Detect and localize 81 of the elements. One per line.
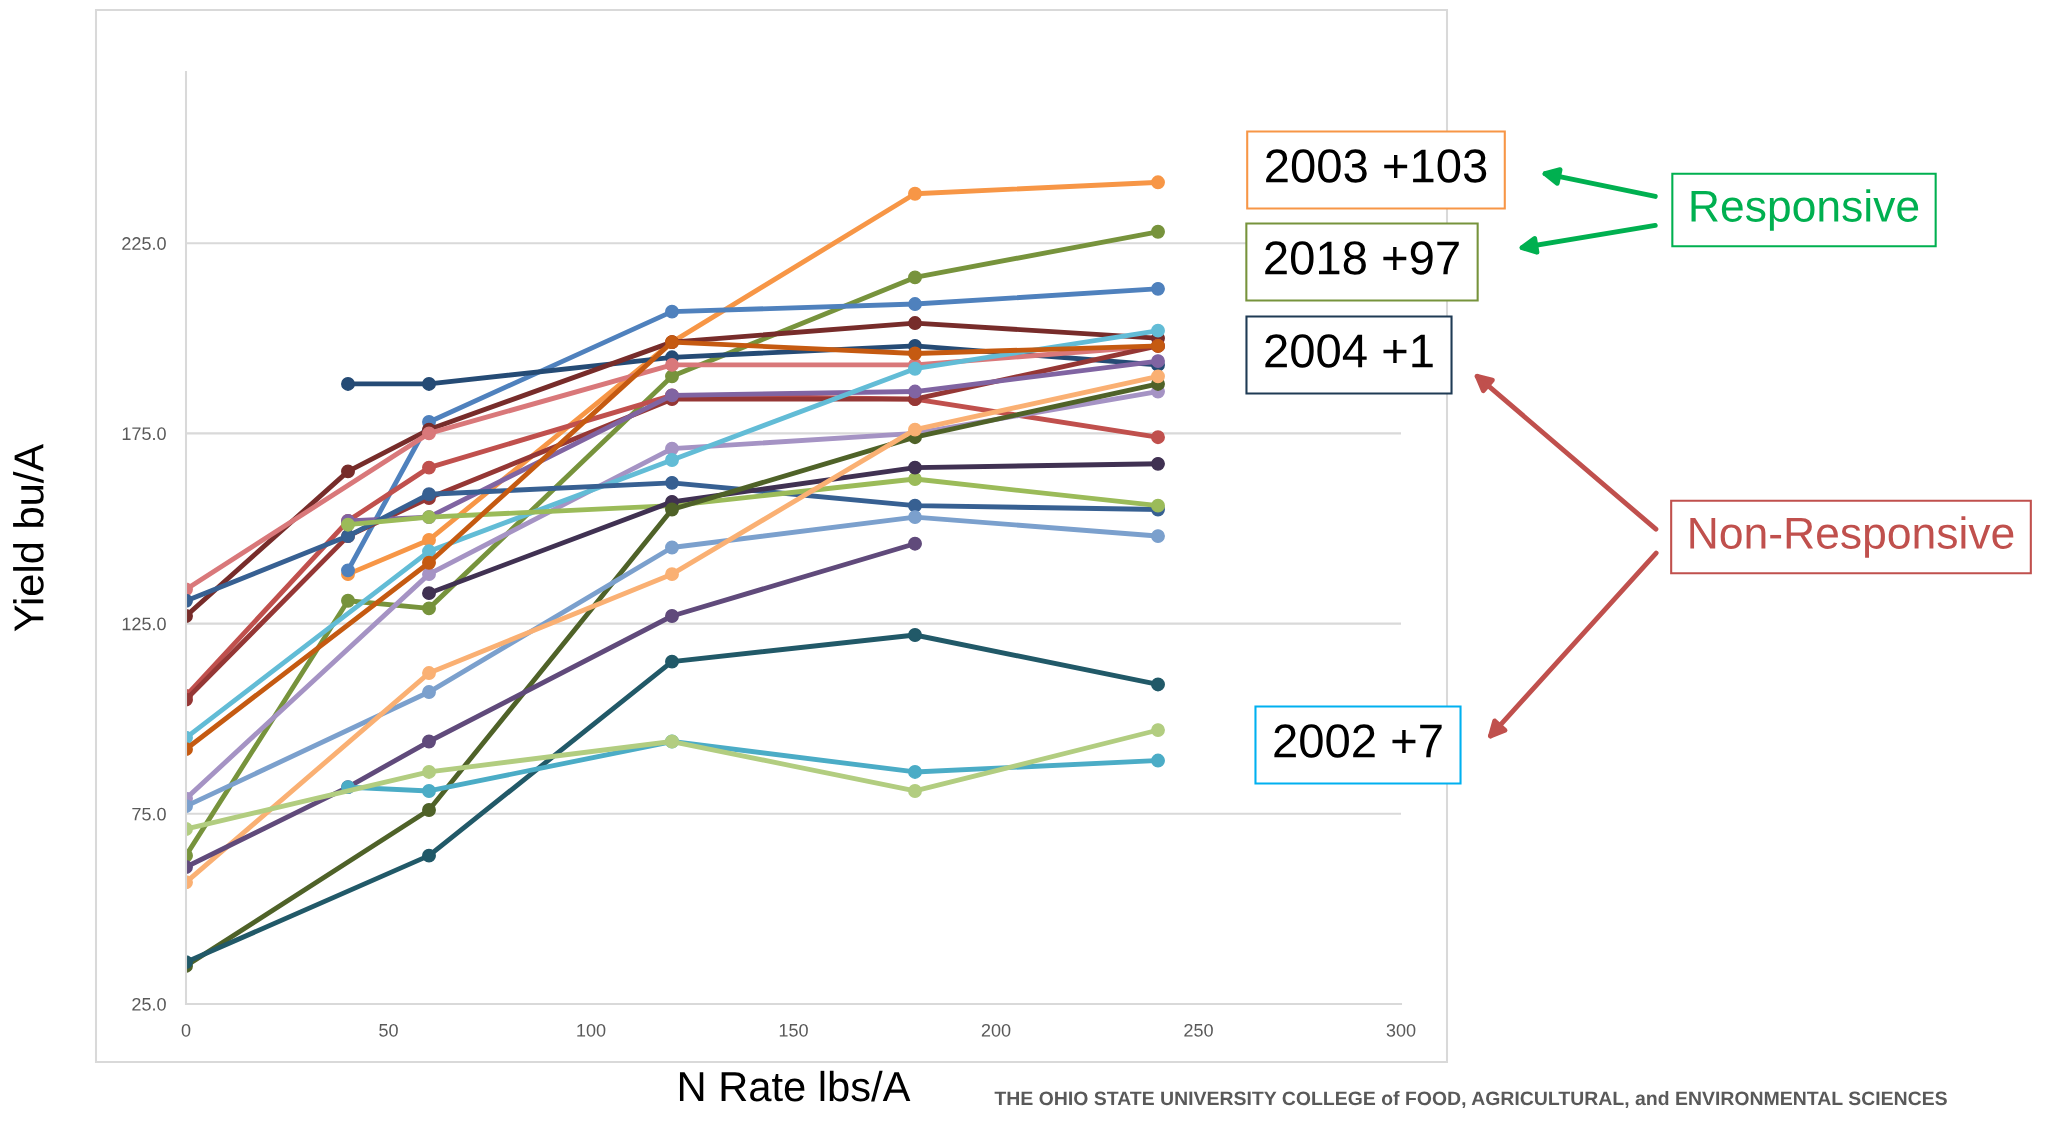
- point: [1151, 175, 1165, 190]
- point: [1151, 677, 1165, 692]
- point: [422, 848, 436, 863]
- point: [422, 601, 436, 616]
- point: [908, 628, 922, 642]
- point: [665, 357, 679, 372]
- x-tick-label: 300: [1386, 1023, 1416, 1037]
- x-tick-label: 0: [181, 1023, 191, 1037]
- point: [1151, 430, 1165, 445]
- annotation: 2018 +97: [1265, 241, 1459, 275]
- point: [1151, 456, 1165, 471]
- point: [908, 346, 922, 361]
- x-tick-label: 100: [577, 1023, 606, 1037]
- point: [908, 472, 922, 486]
- x-axis-title: N Rate lbs/A: [679, 1070, 911, 1102]
- point: [341, 517, 355, 532]
- point: [908, 460, 922, 475]
- point: [422, 426, 436, 441]
- point: [422, 803, 436, 817]
- point: [665, 609, 679, 623]
- y-tick-label: 25.0: [132, 997, 166, 1011]
- point: [1151, 498, 1165, 513]
- point: [1151, 723, 1165, 738]
- point: [422, 765, 436, 779]
- point: [665, 540, 679, 555]
- point: [422, 487, 436, 502]
- point: [908, 270, 922, 285]
- y-tick-label: 175.0: [122, 427, 166, 441]
- point: [422, 376, 436, 391]
- point: [665, 304, 679, 319]
- point: [665, 654, 679, 669]
- point: [908, 384, 922, 399]
- y-tick-label: 75.0: [132, 807, 166, 821]
- point: [908, 784, 922, 798]
- x-tick-label: 150: [779, 1023, 808, 1037]
- point: [908, 765, 922, 779]
- x-tick-label: 250: [1184, 1023, 1213, 1037]
- point: [665, 453, 679, 467]
- point: [665, 441, 679, 456]
- point: [665, 567, 679, 582]
- point: [422, 532, 436, 547]
- annotation: 2004 +1: [1265, 334, 1433, 368]
- annotation: 2002 +7: [1274, 724, 1442, 758]
- point: [1151, 224, 1165, 239]
- x-tick-label: 50: [379, 1023, 398, 1037]
- point: [341, 376, 355, 391]
- point: [1151, 529, 1165, 544]
- point: [422, 586, 436, 601]
- point: [1151, 281, 1165, 296]
- point: [1151, 753, 1165, 768]
- y-tick-label: 225.0: [122, 237, 166, 250]
- point: [908, 510, 922, 525]
- x-tick-label: 200: [981, 1023, 1011, 1037]
- point: [1151, 323, 1165, 338]
- point: [422, 555, 436, 570]
- point: [422, 784, 436, 798]
- annotation: 2003 +103: [1266, 149, 1487, 183]
- point: [665, 502, 679, 517]
- point: [341, 593, 355, 608]
- point: [422, 460, 436, 475]
- point: [908, 361, 922, 376]
- y-axis-title: Yield bu/A: [13, 443, 44, 632]
- point: [422, 666, 436, 680]
- point: [422, 567, 436, 582]
- point: [908, 186, 922, 201]
- point: [908, 316, 922, 331]
- point: [665, 475, 679, 490]
- point: [422, 685, 436, 700]
- point: [665, 369, 679, 384]
- point: [422, 734, 436, 749]
- text: Non-Responsive: [1690, 516, 2014, 558]
- text: THE OHIO STATE UNIVERSITY COLLEGE of FOOD, AGRICULTURAL, and ENVIRONMENTAL SCIENCES: [994, 1090, 1947, 1109]
- point: [1151, 369, 1165, 384]
- point: [341, 563, 355, 578]
- point: [908, 536, 922, 551]
- point: [908, 498, 922, 513]
- y-tick-label: 125.0: [122, 617, 166, 631]
- text: Responsive: [1691, 189, 1919, 231]
- point: [908, 422, 922, 437]
- point: [908, 297, 922, 311]
- point: [341, 464, 355, 479]
